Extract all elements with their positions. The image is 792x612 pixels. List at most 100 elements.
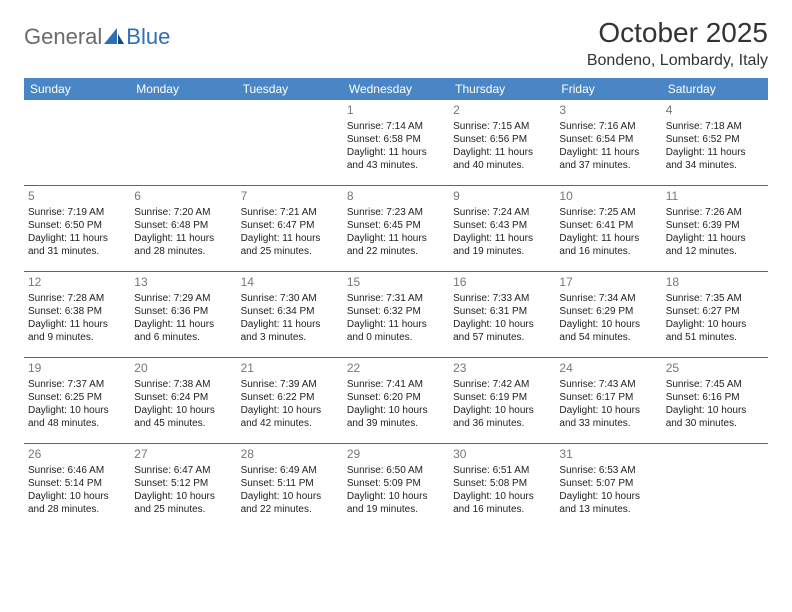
- sunrise-line: Sunrise: 7:19 AM: [28, 206, 126, 219]
- day-number: 8: [347, 189, 445, 205]
- day-number: 18: [666, 275, 764, 291]
- daylight-line: Daylight: 10 hours and 45 minutes.: [134, 404, 232, 430]
- calendar-day-cell: 12Sunrise: 7:28 AMSunset: 6:38 PMDayligh…: [24, 271, 130, 357]
- daylight-line: Daylight: 11 hours and 0 minutes.: [347, 318, 445, 344]
- sunset-line: Sunset: 6:58 PM: [347, 133, 445, 146]
- daylight-line: Daylight: 11 hours and 22 minutes.: [347, 232, 445, 258]
- calendar-day-cell: [130, 100, 236, 186]
- sunrise-line: Sunrise: 7:41 AM: [347, 378, 445, 391]
- sunset-line: Sunset: 6:45 PM: [347, 219, 445, 232]
- daylight-line: Daylight: 10 hours and 57 minutes.: [453, 318, 551, 344]
- calendar-day-cell: 20Sunrise: 7:38 AMSunset: 6:24 PMDayligh…: [130, 357, 236, 443]
- day-number: 10: [559, 189, 657, 205]
- daylight-line: Daylight: 10 hours and 16 minutes.: [453, 490, 551, 516]
- calendar-day-cell: 21Sunrise: 7:39 AMSunset: 6:22 PMDayligh…: [237, 357, 343, 443]
- day-number: 19: [28, 361, 126, 377]
- calendar-day-cell: 27Sunrise: 6:47 AMSunset: 5:12 PMDayligh…: [130, 443, 236, 529]
- sunset-line: Sunset: 6:27 PM: [666, 305, 764, 318]
- sunset-line: Sunset: 6:34 PM: [241, 305, 339, 318]
- daylight-line: Daylight: 11 hours and 16 minutes.: [559, 232, 657, 258]
- calendar-day-cell: 26Sunrise: 6:46 AMSunset: 5:14 PMDayligh…: [24, 443, 130, 529]
- sunrise-line: Sunrise: 7:14 AM: [347, 120, 445, 133]
- day-number: 23: [453, 361, 551, 377]
- daylight-line: Daylight: 11 hours and 40 minutes.: [453, 146, 551, 172]
- sunrise-line: Sunrise: 7:20 AM: [134, 206, 232, 219]
- daylight-line: Daylight: 11 hours and 43 minutes.: [347, 146, 445, 172]
- daylight-line: Daylight: 11 hours and 6 minutes.: [134, 318, 232, 344]
- daylight-line: Daylight: 11 hours and 28 minutes.: [134, 232, 232, 258]
- calendar-week-row: 12Sunrise: 7:28 AMSunset: 6:38 PMDayligh…: [24, 271, 768, 357]
- daylight-line: Daylight: 10 hours and 22 minutes.: [241, 490, 339, 516]
- daylight-line: Daylight: 11 hours and 19 minutes.: [453, 232, 551, 258]
- sunrise-line: Sunrise: 7:43 AM: [559, 378, 657, 391]
- weekday-header: Thursday: [449, 78, 555, 100]
- daylight-line: Daylight: 10 hours and 28 minutes.: [28, 490, 126, 516]
- sunset-line: Sunset: 6:16 PM: [666, 391, 764, 404]
- sunrise-line: Sunrise: 7:26 AM: [666, 206, 764, 219]
- brand-part1: General: [24, 24, 102, 50]
- calendar-day-cell: 2Sunrise: 7:15 AMSunset: 6:56 PMDaylight…: [449, 100, 555, 186]
- sunrise-line: Sunrise: 7:42 AM: [453, 378, 551, 391]
- month-title: October 2025: [587, 18, 768, 49]
- day-number: 21: [241, 361, 339, 377]
- calendar-day-cell: 13Sunrise: 7:29 AMSunset: 6:36 PMDayligh…: [130, 271, 236, 357]
- day-number: 26: [28, 447, 126, 463]
- calendar-day-cell: 25Sunrise: 7:45 AMSunset: 6:16 PMDayligh…: [662, 357, 768, 443]
- daylight-line: Daylight: 10 hours and 19 minutes.: [347, 490, 445, 516]
- sunset-line: Sunset: 6:32 PM: [347, 305, 445, 318]
- day-number: 1: [347, 103, 445, 119]
- sunrise-line: Sunrise: 7:33 AM: [453, 292, 551, 305]
- sunset-line: Sunset: 6:39 PM: [666, 219, 764, 232]
- day-number: 27: [134, 447, 232, 463]
- sunrise-line: Sunrise: 7:45 AM: [666, 378, 764, 391]
- sunrise-line: Sunrise: 7:34 AM: [559, 292, 657, 305]
- calendar-day-cell: [24, 100, 130, 186]
- day-number: 7: [241, 189, 339, 205]
- daylight-line: Daylight: 10 hours and 13 minutes.: [559, 490, 657, 516]
- sunset-line: Sunset: 6:56 PM: [453, 133, 551, 146]
- day-number: 2: [453, 103, 551, 119]
- sunrise-line: Sunrise: 7:28 AM: [28, 292, 126, 305]
- day-number: 31: [559, 447, 657, 463]
- calendar-week-row: 19Sunrise: 7:37 AMSunset: 6:25 PMDayligh…: [24, 357, 768, 443]
- sunset-line: Sunset: 6:38 PM: [28, 305, 126, 318]
- sunset-line: Sunset: 6:47 PM: [241, 219, 339, 232]
- sunrise-line: Sunrise: 6:49 AM: [241, 464, 339, 477]
- calendar-day-cell: 23Sunrise: 7:42 AMSunset: 6:19 PMDayligh…: [449, 357, 555, 443]
- calendar-week-row: 1Sunrise: 7:14 AMSunset: 6:58 PMDaylight…: [24, 100, 768, 186]
- calendar-day-cell: 8Sunrise: 7:23 AMSunset: 6:45 PMDaylight…: [343, 185, 449, 271]
- calendar-day-cell: [237, 100, 343, 186]
- weekday-header: Saturday: [662, 78, 768, 100]
- sunset-line: Sunset: 6:17 PM: [559, 391, 657, 404]
- daylight-line: Daylight: 10 hours and 51 minutes.: [666, 318, 764, 344]
- sunrise-line: Sunrise: 7:31 AM: [347, 292, 445, 305]
- sunset-line: Sunset: 6:54 PM: [559, 133, 657, 146]
- calendar-day-cell: 18Sunrise: 7:35 AMSunset: 6:27 PMDayligh…: [662, 271, 768, 357]
- daylight-line: Daylight: 10 hours and 33 minutes.: [559, 404, 657, 430]
- title-block: October 2025 Bondeno, Lombardy, Italy: [587, 18, 768, 70]
- calendar-day-cell: 22Sunrise: 7:41 AMSunset: 6:20 PMDayligh…: [343, 357, 449, 443]
- day-number: 13: [134, 275, 232, 291]
- calendar-week-row: 26Sunrise: 6:46 AMSunset: 5:14 PMDayligh…: [24, 443, 768, 529]
- day-number: 17: [559, 275, 657, 291]
- calendar-table: SundayMondayTuesdayWednesdayThursdayFrid…: [24, 78, 768, 529]
- calendar-day-cell: 4Sunrise: 7:18 AMSunset: 6:52 PMDaylight…: [662, 100, 768, 186]
- day-number: 25: [666, 361, 764, 377]
- sunrise-line: Sunrise: 7:15 AM: [453, 120, 551, 133]
- sail-icon: [104, 28, 124, 46]
- day-number: 24: [559, 361, 657, 377]
- day-number: 29: [347, 447, 445, 463]
- daylight-line: Daylight: 10 hours and 39 minutes.: [347, 404, 445, 430]
- sunset-line: Sunset: 6:22 PM: [241, 391, 339, 404]
- day-number: 9: [453, 189, 551, 205]
- calendar-week-row: 5Sunrise: 7:19 AMSunset: 6:50 PMDaylight…: [24, 185, 768, 271]
- calendar-day-cell: [662, 443, 768, 529]
- calendar-day-cell: 28Sunrise: 6:49 AMSunset: 5:11 PMDayligh…: [237, 443, 343, 529]
- calendar-day-cell: 17Sunrise: 7:34 AMSunset: 6:29 PMDayligh…: [555, 271, 661, 357]
- calendar-day-cell: 11Sunrise: 7:26 AMSunset: 6:39 PMDayligh…: [662, 185, 768, 271]
- calendar-day-cell: 5Sunrise: 7:19 AMSunset: 6:50 PMDaylight…: [24, 185, 130, 271]
- sunrise-line: Sunrise: 7:25 AM: [559, 206, 657, 219]
- weekday-header: Monday: [130, 78, 236, 100]
- sunrise-line: Sunrise: 7:38 AM: [134, 378, 232, 391]
- sunset-line: Sunset: 5:14 PM: [28, 477, 126, 490]
